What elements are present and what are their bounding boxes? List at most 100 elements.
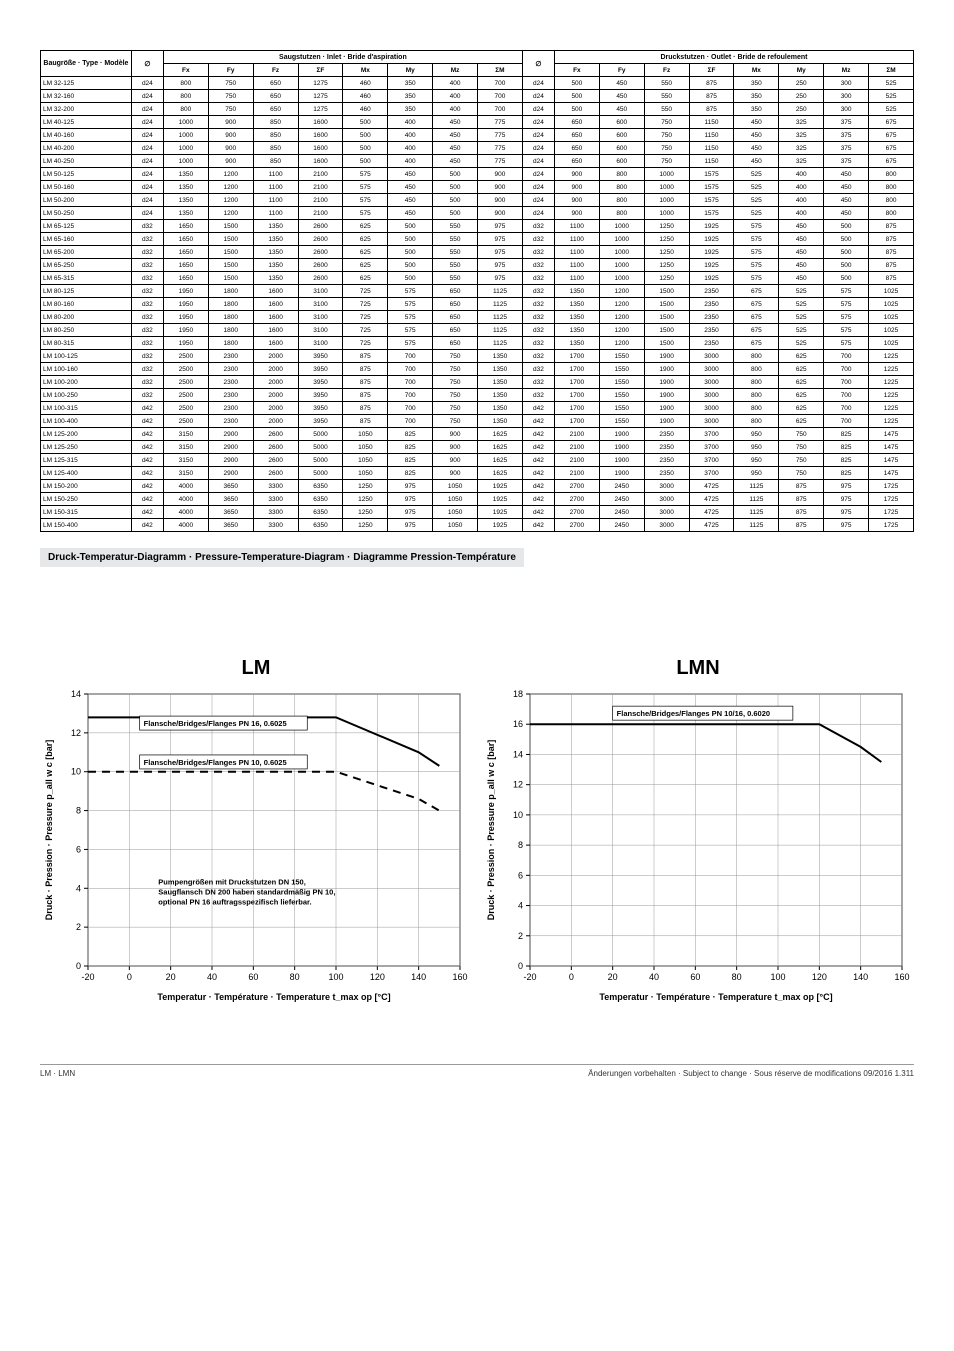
- table-cell: 975: [824, 480, 869, 493]
- table-cell: 1625: [478, 428, 523, 441]
- table-row: LM 100-315d42250023002000395087570075013…: [41, 402, 914, 415]
- table-cell: d32: [131, 363, 163, 376]
- table-cell: 550: [433, 220, 478, 233]
- table-cell: 450: [824, 168, 869, 181]
- table-cell: 400: [779, 168, 824, 181]
- table-cell: d42: [522, 441, 554, 454]
- table-cell: 1625: [478, 441, 523, 454]
- table-row: LM 32-125d248007506501275460350400700d24…: [41, 77, 914, 90]
- table-cell: 525: [734, 181, 779, 194]
- table-cell: 2600: [298, 272, 343, 285]
- table-cell: d32: [131, 389, 163, 402]
- table-cell: 800: [869, 181, 914, 194]
- table-cell: 325: [779, 142, 824, 155]
- chart-lm: LM -2002040608010012014016002468101214Te…: [40, 657, 472, 1004]
- h-fz: Fz: [253, 64, 298, 77]
- table-cell: 700: [388, 415, 433, 428]
- table-cell: 1650: [163, 246, 208, 259]
- table-cell: 2100: [554, 467, 599, 480]
- table-cell: d24: [131, 155, 163, 168]
- table-cell: 900: [478, 181, 523, 194]
- table-cell: d24: [522, 168, 554, 181]
- table-cell: LM 65-125: [41, 220, 132, 233]
- table-cell: 650: [554, 155, 599, 168]
- table-cell: 1050: [343, 441, 388, 454]
- table-cell: 2100: [554, 441, 599, 454]
- table-cell: LM 100-400: [41, 415, 132, 428]
- table-cell: 1475: [869, 467, 914, 480]
- table-cell: 2600: [253, 428, 298, 441]
- table-cell: d24: [522, 90, 554, 103]
- table-cell: 1600: [253, 298, 298, 311]
- table-cell: 3300: [253, 519, 298, 532]
- table-cell: d42: [131, 480, 163, 493]
- table-cell: 675: [734, 337, 779, 350]
- svg-text:optional PN 16 auftragsspezifi: optional PN 16 auftragsspezifisch liefer…: [158, 897, 311, 906]
- table-cell: 875: [689, 103, 734, 116]
- svg-text:20: 20: [608, 972, 618, 982]
- table-cell: 6350: [298, 506, 343, 519]
- table-cell: 650: [433, 298, 478, 311]
- col-shaft-2: ∅: [522, 51, 554, 77]
- table-cell: 525: [779, 285, 824, 298]
- table-cell: 625: [343, 272, 388, 285]
- table-cell: 900: [554, 194, 599, 207]
- table-cell: 875: [689, 90, 734, 103]
- table-cell: 2350: [689, 311, 734, 324]
- table-cell: 375: [824, 116, 869, 129]
- table-cell: 2300: [208, 402, 253, 415]
- table-cell: 1575: [689, 181, 734, 194]
- table-cell: LM 150-200: [41, 480, 132, 493]
- table-cell: d32: [131, 324, 163, 337]
- svg-text:14: 14: [71, 689, 81, 699]
- table-cell: 875: [343, 402, 388, 415]
- table-cell: 525: [779, 337, 824, 350]
- table-cell: d32: [522, 389, 554, 402]
- table-row: LM 65-160d321650150013502600625500550975…: [41, 233, 914, 246]
- table-cell: 575: [824, 311, 869, 324]
- table-cell: 900: [478, 168, 523, 181]
- table-cell: 400: [779, 207, 824, 220]
- table-cell: 400: [388, 129, 433, 142]
- table-cell: 2500: [163, 389, 208, 402]
- table-cell: d32: [522, 259, 554, 272]
- table-cell: 1350: [554, 311, 599, 324]
- table-row: LM 80-315d321950180016003100725575650112…: [41, 337, 914, 350]
- table-cell: 975: [478, 233, 523, 246]
- table-cell: 950: [734, 441, 779, 454]
- table-cell: 3650: [208, 480, 253, 493]
- table-cell: LM 100-200: [41, 376, 132, 389]
- svg-text:160: 160: [452, 972, 467, 982]
- table-cell: d42: [131, 415, 163, 428]
- table-cell: 1950: [163, 285, 208, 298]
- table-cell: 1025: [869, 324, 914, 337]
- table-cell: 875: [343, 415, 388, 428]
- section-title: Druck-Temperatur-Diagramm · Pressure-Tem…: [40, 548, 524, 567]
- table-cell: d32: [522, 337, 554, 350]
- table-cell: 3000: [644, 506, 689, 519]
- svg-text:100: 100: [770, 972, 785, 982]
- table-cell: 800: [734, 350, 779, 363]
- table-cell: 1125: [734, 519, 779, 532]
- table-cell: 800: [599, 207, 644, 220]
- table-cell: 1125: [478, 337, 523, 350]
- table-cell: d32: [131, 259, 163, 272]
- table-cell: 400: [779, 194, 824, 207]
- table-cell: 725: [343, 298, 388, 311]
- table-cell: 750: [779, 428, 824, 441]
- table-cell: 1625: [478, 467, 523, 480]
- table-cell: 550: [433, 272, 478, 285]
- table-cell: 2100: [554, 428, 599, 441]
- table-cell: 300: [824, 90, 869, 103]
- table-cell: 450: [599, 103, 644, 116]
- table-cell: 825: [824, 428, 869, 441]
- table-cell: 1250: [644, 259, 689, 272]
- table-cell: 725: [343, 337, 388, 350]
- table-cell: 750: [433, 363, 478, 376]
- table-cell: 1350: [253, 259, 298, 272]
- table-cell: 900: [208, 155, 253, 168]
- table-cell: 1900: [599, 441, 644, 454]
- table-cell: 775: [478, 155, 523, 168]
- table-cell: d42: [522, 519, 554, 532]
- table-cell: 1000: [644, 207, 689, 220]
